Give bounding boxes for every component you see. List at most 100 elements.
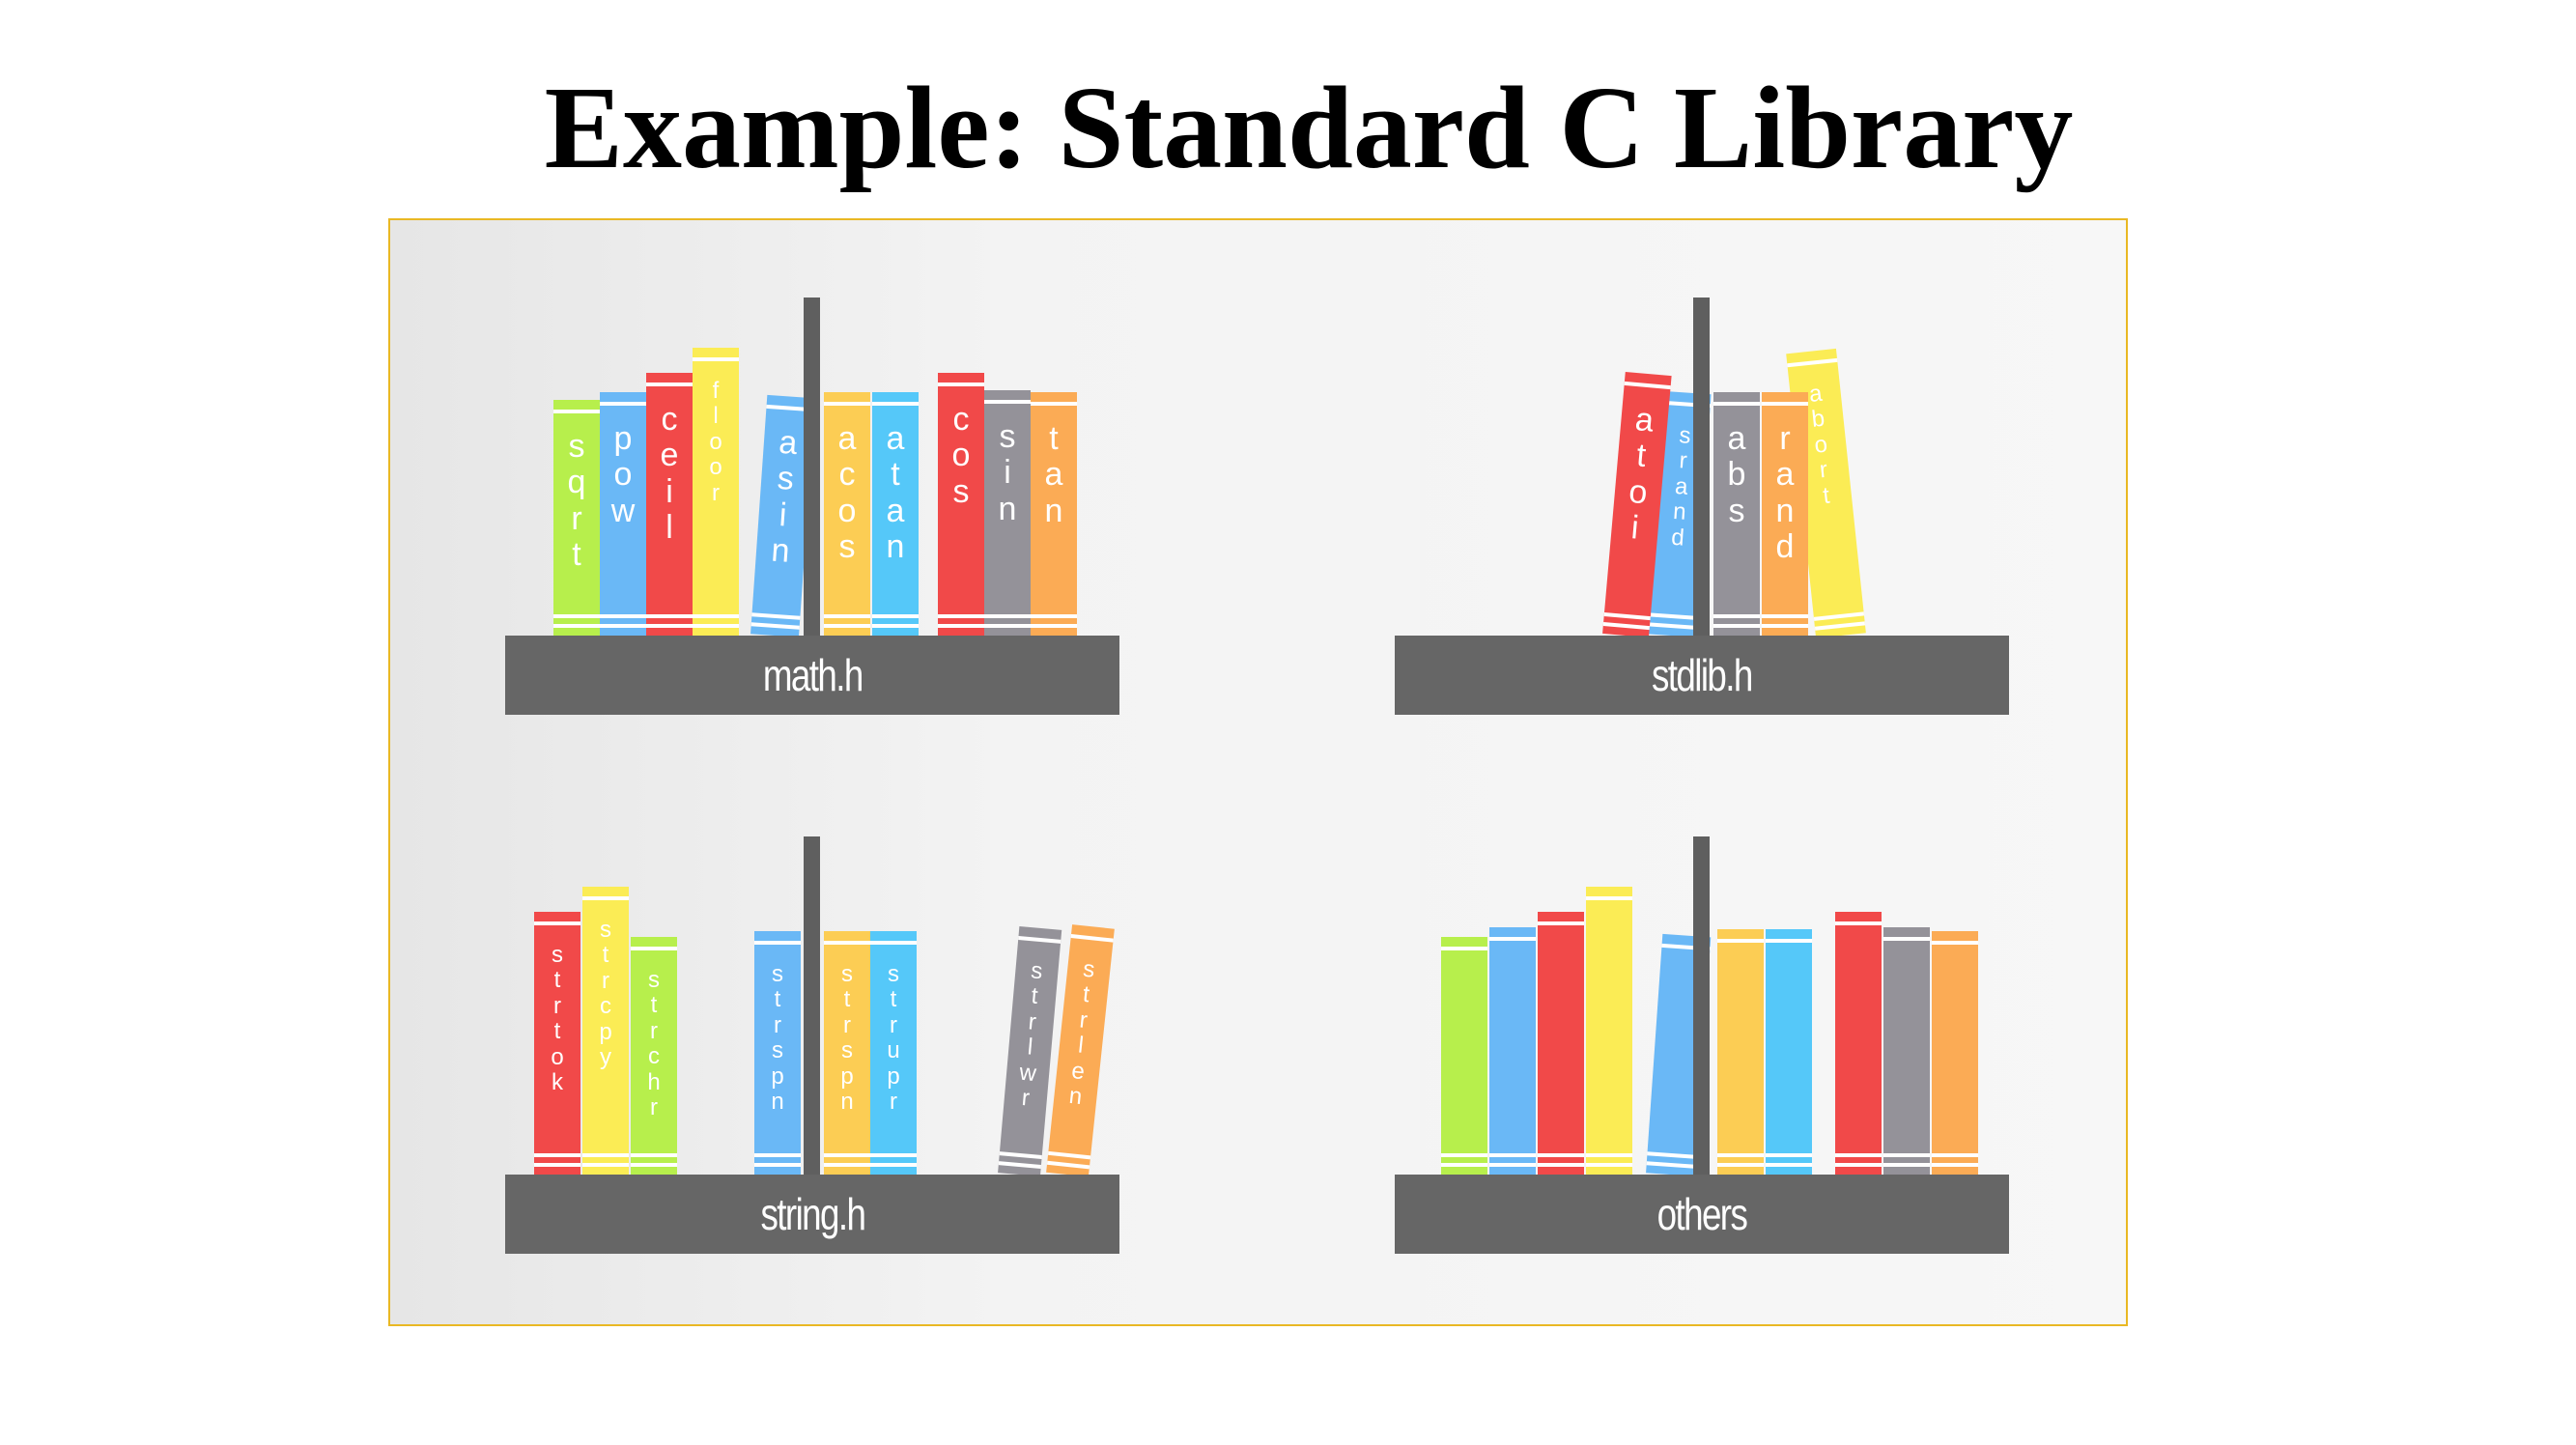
book-string-6: s t r u p r [870, 931, 917, 1175]
book-band [750, 622, 800, 630]
book-band [1070, 934, 1114, 943]
book-band [534, 921, 580, 925]
book-band [1814, 621, 1866, 631]
book-label: s t r c p y [599, 917, 612, 1070]
book-label: a b s [1727, 420, 1746, 529]
book-label: s t r s p n [771, 961, 784, 1115]
book-band [600, 614, 646, 618]
book-label: c e i l [660, 401, 679, 547]
book-label: a t a n [886, 420, 905, 566]
book-math-4: f l o o r [693, 348, 739, 636]
book-band [600, 624, 646, 628]
book-stdlib-4: r a n d [1762, 392, 1808, 636]
book-band [1713, 402, 1760, 406]
book-band [824, 624, 870, 628]
shelf-label-stdlib-h: stdlib.h [1652, 650, 1753, 700]
book-band [751, 612, 801, 620]
book-band [600, 402, 646, 406]
book-band [1717, 1153, 1764, 1157]
book-math-2: p o w [600, 392, 646, 636]
book-band [534, 1153, 580, 1157]
book-band [1717, 1163, 1764, 1167]
book-band [553, 614, 600, 618]
book-band [1713, 624, 1760, 628]
book-band [1649, 612, 1696, 620]
book-others-2 [1489, 927, 1536, 1175]
book-band [1603, 611, 1651, 621]
shelf-label-others: others [1656, 1189, 1748, 1239]
book-band [553, 624, 600, 628]
book-band [1787, 357, 1838, 368]
book-math-7: a t a n [872, 392, 919, 636]
book-band [1835, 1153, 1882, 1157]
book-band [1602, 621, 1650, 631]
slide-title: Example: Standard C Library [544, 63, 2074, 193]
book-band [824, 614, 870, 618]
book-label: s t r t o k [551, 942, 564, 1095]
book-band [870, 1153, 917, 1157]
book-band [553, 410, 600, 413]
book-band [1489, 1153, 1536, 1157]
book-band [1932, 941, 1978, 945]
book-band [1648, 622, 1695, 630]
book-band [1489, 937, 1536, 941]
book-label: s t r l w r [1018, 957, 1044, 1112]
book-band [824, 1163, 870, 1167]
book-band [1713, 614, 1760, 618]
shelf-plank-others: others [1395, 1175, 2009, 1254]
book-band [754, 1163, 801, 1167]
bookend-divider [1693, 836, 1710, 1175]
book-band [631, 1163, 677, 1167]
book-math-8: c o s [938, 373, 984, 636]
book-band [1766, 1163, 1812, 1167]
book-stdlib-3: a b s [1713, 392, 1760, 636]
book-band [1835, 1163, 1882, 1167]
shelf-plank-stdlib-h: stdlib.h [1395, 636, 2009, 715]
book-band [1046, 1160, 1090, 1170]
book-band [872, 624, 919, 628]
book-band [1883, 1163, 1930, 1167]
book-band [1048, 1150, 1091, 1160]
book-others-4 [1586, 887, 1632, 1175]
book-band [1441, 1153, 1487, 1157]
book-others-9 [1883, 927, 1930, 1175]
book-band [1031, 624, 1077, 628]
book-band [1031, 402, 1077, 406]
book-band [1766, 1153, 1812, 1157]
book-band [1538, 1153, 1584, 1157]
book-band [1647, 1151, 1696, 1159]
book-band [1441, 947, 1487, 950]
book-string-1: s t r t o k [534, 912, 580, 1175]
book-band [1441, 1163, 1487, 1167]
book-band [984, 614, 1031, 618]
book-band [1538, 1163, 1584, 1167]
book-others-7 [1766, 929, 1812, 1175]
book-band [998, 1161, 1041, 1169]
shelf-others: others [1395, 836, 2032, 1281]
book-band [1813, 611, 1864, 621]
book-band [1766, 939, 1812, 943]
book-band [1717, 939, 1764, 943]
book-band [693, 614, 739, 618]
book-label: s t r c h r [647, 967, 661, 1120]
book-label: p o w [610, 420, 636, 529]
book-label: s t r l e n [1067, 955, 1096, 1111]
book-band [646, 614, 693, 618]
book-others-6 [1717, 929, 1764, 1175]
book-label: c o s [951, 401, 971, 510]
book-math-3: c e i l [646, 373, 693, 636]
book-band [1018, 936, 1062, 944]
book-band [1883, 1153, 1930, 1157]
book-others-10 [1932, 931, 1978, 1175]
shelf-plank-string-h: string.h [505, 1175, 1119, 1254]
book-band [1932, 1153, 1978, 1157]
book-band [999, 1151, 1042, 1159]
book-string-3: s t r c h r [631, 937, 677, 1175]
shelf-plank-math-h: math.h [505, 636, 1119, 715]
book-math-1: s q r t [553, 400, 600, 636]
book-band [1586, 896, 1632, 900]
book-band [824, 941, 870, 945]
book-band [582, 1163, 629, 1167]
book-band [631, 1153, 677, 1157]
